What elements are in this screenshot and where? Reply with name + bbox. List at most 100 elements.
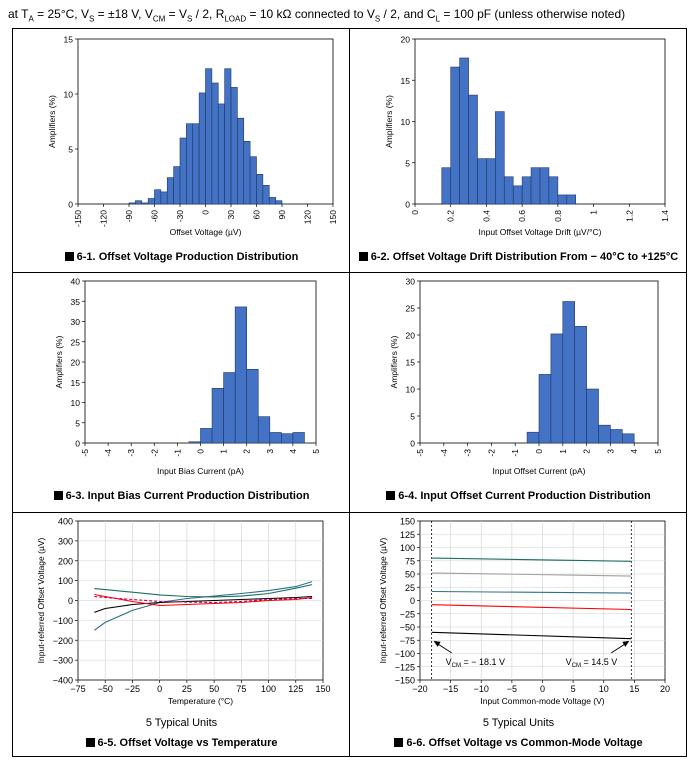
x-tick-label: −20 [412,684,427,694]
caption-fig4: 6-4. Input Offset Current Production Dis… [350,490,687,502]
x-tick-label: 3 [605,449,615,454]
y-tick-label: −50 [400,623,415,633]
caption-fig1: 6-1. Offset Voltage Production Distribut… [13,251,350,263]
x-tick-label: 1 [589,210,599,215]
y-tick-label: −200 [53,636,73,646]
x-tick-label: 1.2 [624,210,634,222]
histogram-bar [223,372,236,444]
grid-divider-row1 [13,272,686,273]
panel-offset-vs-temperature: −400 −300 −200 −100 0 100 200 300 400 −75 −50 −25 0 2… [13,513,350,758]
histogram-bar [243,141,251,205]
histogram-bar [539,167,550,205]
panel-bias-current-distribution: 0 5 10 15 20 25 30 35 40 -5 -4 -3 -2 -1 0 1 2 3 4 5 Input Bi… [13,273,350,512]
figure-marker-icon [358,252,368,261]
x-tick-label: 2 [582,449,592,454]
x-tick-label: -120 [99,210,109,227]
x-tick-label: 0.6 [517,210,527,222]
histogram-bar [562,301,576,444]
subcaption-fig5: 5 Typical Units [145,717,218,729]
x-axis-title: Input Bias Current (pA) [157,466,244,476]
histogram-bar [459,57,469,205]
plot-frame [84,280,317,444]
histogram-bar [198,92,206,205]
y-tick-label: 10 [64,90,74,100]
histogram-bar [610,429,623,444]
histogram-bar [234,306,247,444]
panel-offset-drift-distribution: 0 5 10 15 20 0 0.2 0.4 0.6 0.8 1 1.2 1.4 Input Offset… [350,29,687,272]
series-line [94,595,313,613]
y-tick-label: −125 [395,662,415,672]
y-tick-label: 20 [406,331,416,341]
x-tick-label: 20 [660,684,670,694]
histogram-bar [292,432,305,444]
histogram-bar [147,198,155,205]
histogram-bar [224,68,232,205]
series-line [431,557,632,562]
histogram-bar [586,388,599,444]
histogram-bar [441,167,452,205]
histogram-bar [200,428,213,444]
y-tick-label: 125 [400,530,415,540]
y-tick-label: 30 [406,277,416,287]
histogram-bar [205,68,213,205]
x-tick-label: -4 [439,449,449,457]
x-tick-label: 4 [629,449,639,454]
panel-offset-voltage-distribution: 0 5 10 15 -150 -120 -90 -60 -30 0 30 60 90 120 150 Offs… [13,29,350,272]
series-line [93,581,313,631]
x-tick-label: -3 [463,449,473,457]
x-tick-label: -5 [415,449,425,457]
conditions-header: at TA = 25°C, VS = ±18 V, VCM = VS / 2, … [8,7,626,24]
histogram-bar [249,156,257,205]
figure-marker-icon [64,252,74,261]
histogram-bar [256,174,264,205]
y-tick-label: 0 [68,596,73,606]
x-tick-label: 0.2 [446,210,456,222]
histogram-bar [237,117,245,205]
x-tick-label: 0 [410,210,420,215]
x-tick-label: 150 [328,210,338,224]
x-tick-label: -60 [150,210,160,223]
y-tick-label: 0 [68,200,73,210]
x-tick-label: 2 [242,449,252,454]
y-tick-label: 150 [400,517,415,527]
histogram-bar [621,433,635,444]
x-tick-label: 150 [315,684,330,694]
series-line [431,572,632,577]
x-axis-title: Input Offset Voltage Drift (µV/°C) [479,227,602,237]
histogram-bar [566,194,577,205]
y-tick-label: 15 [64,35,74,45]
caption-fig2: 6-2. Offset Voltage Drift Distribution F… [350,251,687,263]
series-line [431,631,632,640]
y-axis-title: Amplifiers (%) [389,335,399,388]
x-tick-label: −5 [507,684,517,694]
x-tick-label: -30 [175,210,185,223]
histogram-bar [188,441,201,444]
x-tick-label: 50 [209,684,219,694]
chart-offset-drift-distribution: 0 5 10 15 20 0 0.2 0.4 0.6 0.8 1 1.2 1.4 Input Offset… [384,35,670,238]
x-tick-label: -2 [486,449,496,457]
y-axis-title: Input-referred Offset Voltage (µV) [36,537,46,663]
x-tick-label: 30 [226,210,236,220]
histogram-bar [160,191,168,205]
x-tick-label: −75 [70,684,85,694]
histogram-bar [486,158,496,205]
y-tick-label: 25 [71,337,81,347]
y-tick-label: 25 [406,304,416,314]
x-tick-label: 100 [261,684,276,694]
y-tick-label: 40 [71,277,81,287]
y-tick-label: 35 [71,297,81,307]
y-tick-label: −100 [53,616,73,626]
y-tick-label: −100 [395,649,415,659]
y-tick-label: 0 [410,439,415,449]
y-tick-label: 300 [58,536,73,546]
histogram-bar [468,94,478,205]
series-line [94,584,313,598]
histogram-bar [512,185,523,205]
annotation-vcm-right: VCM = 14.5 V [566,657,618,669]
y-tick-label: 30 [71,317,81,327]
y-axis-title: Amplifiers (%) [47,95,57,148]
x-tick-label: −15 [443,684,458,694]
histogram-bar [521,176,532,205]
y-tick-label: 15 [401,76,411,86]
histogram-bar [141,202,149,205]
